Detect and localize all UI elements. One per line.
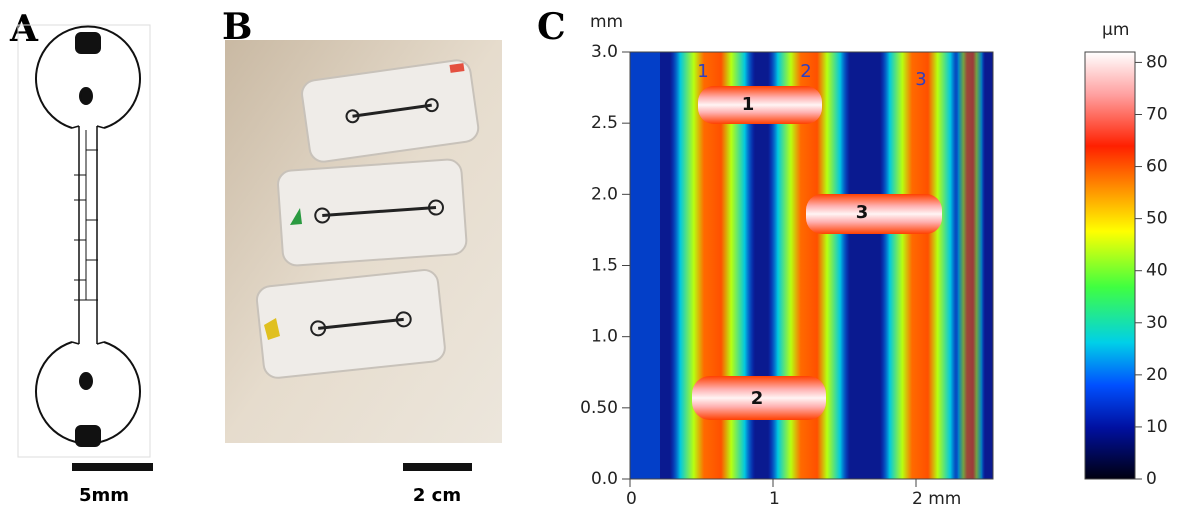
y-tick-label: 2.5 [591, 113, 618, 133]
y-tick-label: 1.0 [591, 327, 618, 347]
colorbar-tick-label: 60 [1146, 157, 1168, 177]
colorbar-tick-label: 10 [1146, 417, 1168, 437]
x-tick-label: 1 [769, 489, 780, 509]
junction-label: 3 [856, 202, 869, 223]
x-tick-label: 0 [626, 489, 637, 509]
height-map [630, 52, 993, 479]
colorbar-unit: µm [1102, 20, 1129, 40]
device-drawing [17, 24, 151, 458]
y-tick-label: 2.0 [591, 184, 618, 204]
scale-bar [72, 463, 153, 471]
channel-label: 2 [800, 61, 811, 82]
colorbar-tick-label: 30 [1146, 313, 1168, 333]
y-tick-label: 0.0 [591, 469, 618, 489]
panel-label: A [9, 8, 39, 50]
colorbar-tick-label: 0 [1146, 469, 1157, 489]
scale-label: 5mm [79, 485, 129, 506]
photo [225, 40, 502, 443]
y-tick-label: 0.50 [580, 398, 618, 418]
y-tick-label: 1.5 [591, 256, 618, 276]
channel-label: 1 [697, 61, 708, 82]
channel-label: 3 [915, 69, 926, 90]
scale-bar [403, 463, 472, 471]
axis-unit: mm [590, 12, 623, 32]
colorbar-tick-label: 50 [1146, 209, 1168, 229]
panel-label: C [537, 6, 566, 48]
y-tick-label: 3.0 [591, 42, 618, 62]
colorbar-tick-label: 70 [1146, 104, 1168, 124]
x-tick-label: 2 mm [912, 489, 961, 509]
colorbar [1084, 51, 1136, 480]
colorbar-tick-label: 80 [1146, 52, 1168, 72]
colorbar-tick-label: 40 [1146, 261, 1168, 281]
colorbar-tick-label: 20 [1146, 365, 1168, 385]
junction-label: 1 [742, 94, 755, 115]
scale-label: 2 cm [413, 485, 461, 506]
junction-label: 2 [751, 388, 764, 409]
